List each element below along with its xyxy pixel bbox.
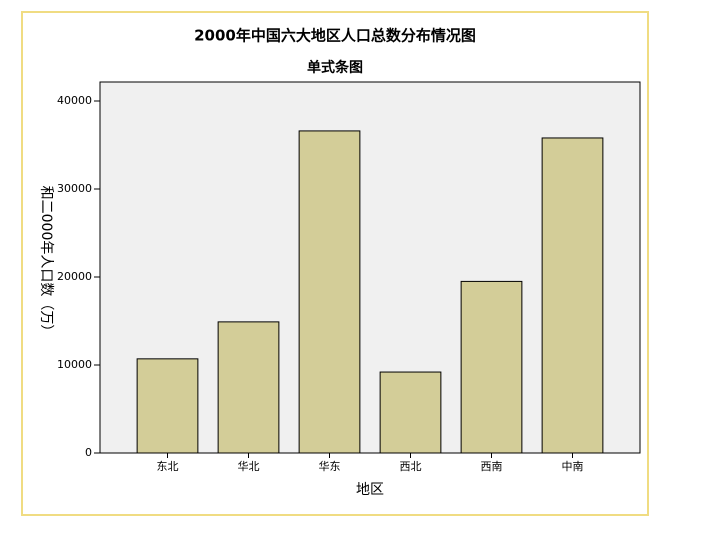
bar — [298, 130, 361, 454]
x-tick-label: 华东 — [319, 459, 341, 473]
y-tick-label: 40000 — [57, 94, 92, 107]
x-tick-label: 中南 — [562, 460, 584, 473]
chart-title: 2000年中国六大地区人口总数分布情况图 — [194, 27, 476, 45]
bar — [541, 137, 604, 454]
chart-subtitle: 单式条图 — [307, 59, 363, 76]
bar — [460, 280, 523, 454]
bar — [217, 321, 280, 454]
y-tick-label: 10000 — [57, 358, 92, 371]
x-tick-label: 西北 — [400, 460, 422, 473]
x-tick-label: 华北 — [238, 459, 260, 473]
y-tick-label: 20000 — [57, 270, 92, 283]
x-tick-label: 西南 — [481, 460, 503, 473]
x-tick-label: 东北 — [157, 460, 179, 473]
y-tick-label: 30000 — [57, 182, 92, 195]
bar — [379, 371, 442, 454]
y-axis-label: 和二000年人口数（万） — [38, 186, 54, 339]
bar — [136, 358, 199, 454]
x-axis-label: 地区 — [356, 482, 384, 498]
y-tick-label: 0 — [85, 446, 92, 459]
